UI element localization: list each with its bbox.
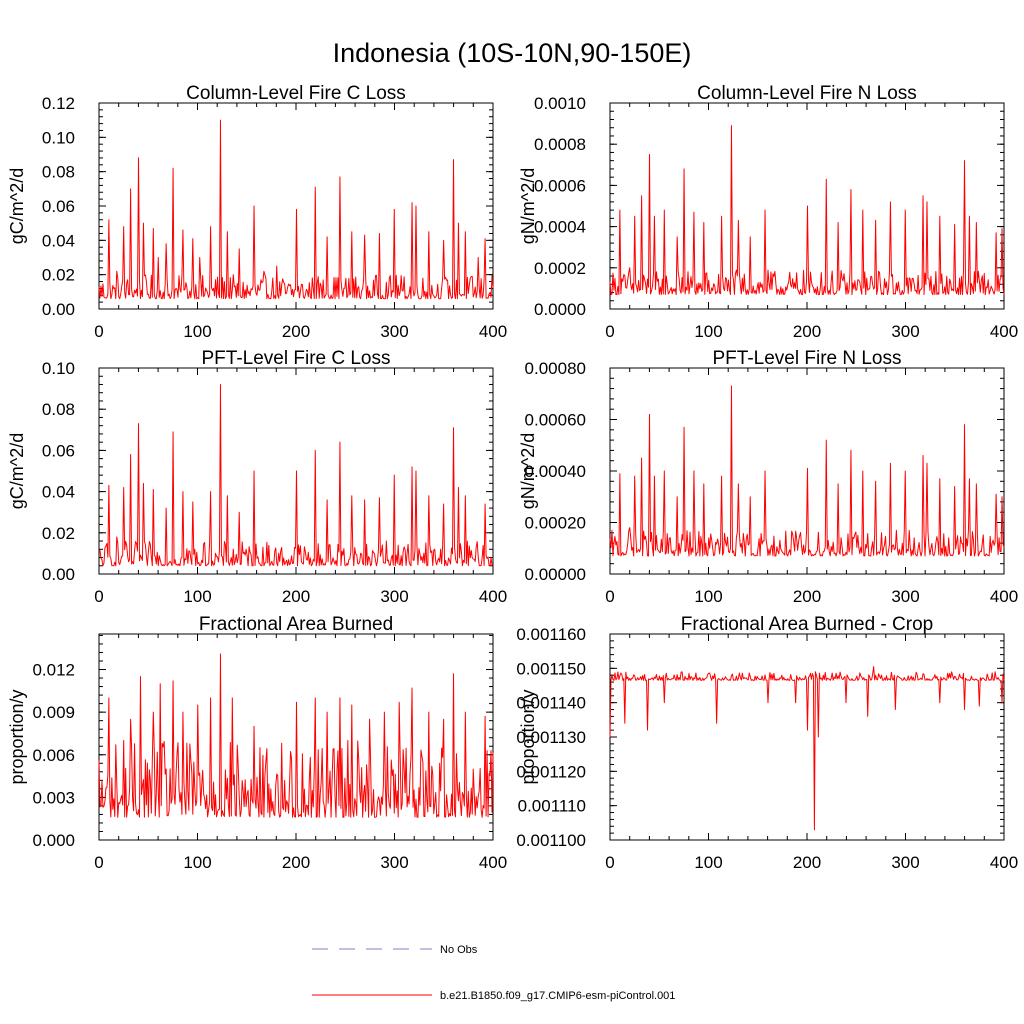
legend-label-model: b.e21.B1850.f09_g17.CMIP6-esm-piControl.… xyxy=(440,990,675,1002)
chart-title: Fractional Area Burned xyxy=(199,614,393,635)
x-tick-label: 200 xyxy=(282,322,310,341)
x-tick-label: 400 xyxy=(990,322,1018,341)
x-tick-label: 0 xyxy=(94,322,103,341)
y-tick-label: 0.001140 xyxy=(516,694,586,713)
chart-title: Fractional Area Burned - Crop xyxy=(681,614,933,635)
x-tick-label: 0 xyxy=(605,853,614,872)
x-tick-label: 300 xyxy=(380,322,408,341)
series-line xyxy=(98,383,494,567)
y-tick-label: 0.06 xyxy=(42,197,75,216)
y-axis-label: proportion/y xyxy=(518,689,538,784)
y-tick-label: 0.00020 xyxy=(525,514,586,533)
x-tick-label: 100 xyxy=(183,322,211,341)
y-tick-label: 0.10 xyxy=(42,359,75,378)
y-tick-label: 0.0006 xyxy=(534,176,586,195)
y-tick-label: 0.00000 xyxy=(525,565,586,584)
y-tick-label: 0.0002 xyxy=(534,259,586,278)
x-tick-label: 400 xyxy=(479,853,507,872)
y-tick-label: 0.00040 xyxy=(525,462,586,481)
x-tick-label: 0 xyxy=(94,853,103,872)
chart-3: PFT-Level Fire C Loss gC/m^2/d 0 100 200 300 4… xyxy=(7,348,507,606)
series-line xyxy=(609,125,1005,296)
x-tick-label: 200 xyxy=(282,853,310,872)
plot-frame xyxy=(609,633,1005,841)
y-tick-label: 0.06 xyxy=(42,441,75,460)
x-tick-label: 0 xyxy=(605,322,614,341)
chart-2: Column-Level Fire N Loss gN/m^2/d 0 100 200 3… xyxy=(518,83,1018,341)
y-tick-label: 0.10 xyxy=(42,128,75,147)
y-tick-label: 0.08 xyxy=(42,400,75,419)
x-tick-label: 100 xyxy=(183,587,211,606)
x-tick-label: 300 xyxy=(891,587,919,606)
y-tick-label: 0.001120 xyxy=(516,762,586,781)
x-tick-label: 200 xyxy=(793,322,821,341)
x-tick-label: 400 xyxy=(479,322,507,341)
legend: No Obs b.e21.B1850.f09_g17.CMIP6-esm-piC… xyxy=(312,944,675,1002)
y-tick-label: 0.00 xyxy=(42,565,75,584)
y-tick-label: 0.0004 xyxy=(534,218,586,237)
y-axis-label: gN/m^2/d xyxy=(518,168,538,244)
y-axis-label: proportion/y xyxy=(7,689,27,784)
y-tick-label: 0.00 xyxy=(42,300,75,319)
y-axis-label: gC/m^2/d xyxy=(7,168,27,244)
y-tick-label: 0.02 xyxy=(42,266,75,285)
y-tick-label: 0.00080 xyxy=(525,359,586,378)
chart-5: Fractional Area Burned proportion/y 0 100 20… xyxy=(7,614,507,872)
y-tick-label: 0.009 xyxy=(32,703,75,722)
y-tick-label: 0.001100 xyxy=(516,831,586,850)
x-tick-label: 400 xyxy=(990,853,1018,872)
x-tick-label: 200 xyxy=(793,587,821,606)
y-tick-label: 0.003 xyxy=(32,788,75,807)
chart-1: Column-Level Fire C Loss gC/m^2/d 0 100 200 3… xyxy=(7,83,507,341)
x-tick-label: 300 xyxy=(891,322,919,341)
x-tick-label: 300 xyxy=(380,587,408,606)
legend-label-no-obs: No Obs xyxy=(440,944,478,956)
chart-title: PFT-Level Fire N Loss xyxy=(713,348,902,369)
x-tick-label: 0 xyxy=(605,587,614,606)
y-tick-label: 0.04 xyxy=(42,231,75,250)
x-tick-label: 400 xyxy=(990,587,1018,606)
y-tick-label: 0.012 xyxy=(32,661,75,680)
series-line xyxy=(609,385,1005,557)
series-line xyxy=(609,666,1005,831)
y-tick-label: 0.04 xyxy=(42,483,75,502)
chart-title: Column-Level Fire N Loss xyxy=(697,83,917,104)
x-tick-label: 200 xyxy=(793,853,821,872)
chart-title: PFT-Level Fire C Loss xyxy=(202,348,391,369)
y-tick-label: 0.001130 xyxy=(516,728,586,747)
x-tick-label: 100 xyxy=(694,853,722,872)
x-tick-label: 300 xyxy=(380,853,408,872)
y-tick-label: 0.00060 xyxy=(525,411,586,430)
y-tick-label: 0.02 xyxy=(42,524,75,543)
chart-title: Column-Level Fire C Loss xyxy=(186,83,406,104)
figure-title: Indonesia (10S-10N,90-150E) xyxy=(333,38,692,68)
chart-4: PFT-Level Fire N Loss gN/m^2/d 0 100 200 300 4… xyxy=(518,348,1018,606)
chart-6: Fractional Area Burned - Crop proportion/… xyxy=(516,614,1018,872)
x-tick-label: 100 xyxy=(183,853,211,872)
series-line xyxy=(98,653,494,818)
y-tick-label: 0.08 xyxy=(42,163,75,182)
y-tick-label: 0.12 xyxy=(42,94,75,113)
y-axis-label: gN/m^2/d xyxy=(518,433,538,509)
y-tick-label: 0.0000 xyxy=(534,300,586,319)
series-line xyxy=(98,119,494,300)
x-tick-label: 200 xyxy=(282,587,310,606)
x-tick-label: 100 xyxy=(694,322,722,341)
chart-panels: Column-Level Fire C Loss gC/m^2/d 0 100 200 3… xyxy=(7,83,1018,872)
y-tick-label: 0.0010 xyxy=(534,94,586,113)
y-tick-label: 0.001150 xyxy=(516,659,586,678)
x-tick-label: 100 xyxy=(694,587,722,606)
x-tick-label: 300 xyxy=(891,853,919,872)
y-tick-label: 0.006 xyxy=(32,746,75,765)
x-tick-label: 0 xyxy=(94,587,103,606)
y-axis-label: gC/m^2/d xyxy=(7,433,27,509)
y-tick-label: 0.001160 xyxy=(516,625,586,644)
x-tick-label: 400 xyxy=(479,587,507,606)
y-tick-label: 0.000 xyxy=(32,831,75,850)
y-tick-label: 0.0008 xyxy=(534,135,586,154)
y-tick-label: 0.001110 xyxy=(518,797,586,816)
